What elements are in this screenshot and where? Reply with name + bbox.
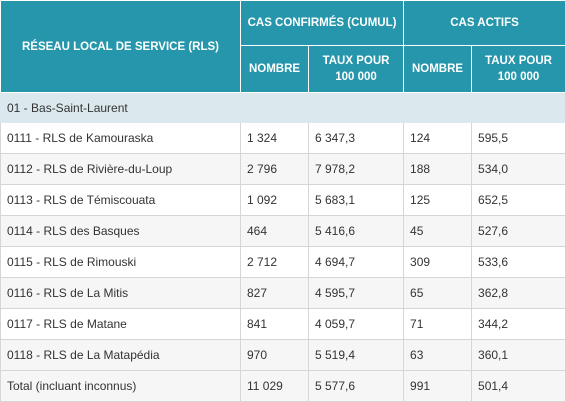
rls-name: 0112 - RLS de Rivière-du-Loup — [1, 154, 241, 185]
confirmed-number: 2 796 — [241, 154, 309, 185]
header-confirmed-group: CAS CONFIRMÉS (CUMUL) — [241, 1, 404, 46]
active-rate: 344,2 — [472, 309, 565, 340]
table-row: 0116 - RLS de La Mitis 827 4 595,7 65 36… — [1, 278, 565, 309]
rls-name: 0118 - RLS de La Matapédia — [1, 340, 241, 371]
region-label: 01 - Bas-Saint-Laurent — [1, 93, 565, 123]
table-body: 01 - Bas-Saint-Laurent 0111 - RLS de Kam… — [1, 93, 565, 402]
table-row: 0117 - RLS de Matane 841 4 059,7 71 344,… — [1, 309, 565, 340]
confirmed-rate: 6 347,3 — [309, 123, 404, 154]
rls-name: 0113 - RLS de Témiscouata — [1, 185, 241, 216]
confirmed-rate: 7 978,2 — [309, 154, 404, 185]
rls-name: 0111 - RLS de Kamouraska — [1, 123, 241, 154]
confirmed-number: 970 — [241, 340, 309, 371]
active-rate: 595,5 — [472, 123, 565, 154]
confirmed-number: 827 — [241, 278, 309, 309]
total-confirmed-number: 11 029 — [241, 371, 309, 402]
active-number: 309 — [404, 247, 472, 278]
confirmed-number: 1 324 — [241, 123, 309, 154]
active-rate: 362,8 — [472, 278, 565, 309]
active-number: 63 — [404, 340, 472, 371]
active-rate: 360,1 — [472, 340, 565, 371]
active-rate: 652,5 — [472, 185, 565, 216]
active-rate: 534,0 — [472, 154, 565, 185]
total-label: Total (incluant inconnus) — [1, 371, 241, 402]
region-row: 01 - Bas-Saint-Laurent — [1, 93, 565, 123]
confirmed-rate: 5 416,6 — [309, 216, 404, 247]
header-confirmed-number: NOMBRE — [241, 46, 309, 93]
confirmed-number: 841 — [241, 309, 309, 340]
active-number: 188 — [404, 154, 472, 185]
rls-name: 0116 - RLS de La Mitis — [1, 278, 241, 309]
active-number: 124 — [404, 123, 472, 154]
table-row: 0111 - RLS de Kamouraska 1 324 6 347,3 1… — [1, 123, 565, 154]
active-rate: 533,6 — [472, 247, 565, 278]
active-number: 125 — [404, 185, 472, 216]
confirmed-rate: 5 519,4 — [309, 340, 404, 371]
header-active-rate: TAUX POUR 100 000 — [472, 46, 565, 93]
table-header: RÉSEAU LOCAL DE SERVICE (RLS) CAS CONFIR… — [1, 1, 565, 93]
header-confirmed-rate: TAUX POUR 100 000 — [309, 46, 404, 93]
active-number: 71 — [404, 309, 472, 340]
confirmed-rate: 4 694,7 — [309, 247, 404, 278]
table-row: 0113 - RLS de Témiscouata 1 092 5 683,1 … — [1, 185, 565, 216]
confirmed-number: 2 712 — [241, 247, 309, 278]
active-number: 65 — [404, 278, 472, 309]
table-row: 0112 - RLS de Rivière-du-Loup 2 796 7 97… — [1, 154, 565, 185]
total-active-number: 991 — [404, 371, 472, 402]
confirmed-number: 1 092 — [241, 185, 309, 216]
rls-name: 0114 - RLS des Basques — [1, 216, 241, 247]
active-rate: 527,6 — [472, 216, 565, 247]
confirmed-number: 464 — [241, 216, 309, 247]
active-number: 45 — [404, 216, 472, 247]
table-row: 0114 - RLS des Basques 464 5 416,6 45 52… — [1, 216, 565, 247]
total-confirmed-rate: 5 577,6 — [309, 371, 404, 402]
header-active-number: NOMBRE — [404, 46, 472, 93]
confirmed-rate: 5 683,1 — [309, 185, 404, 216]
confirmed-rate: 4 595,7 — [309, 278, 404, 309]
confirmed-rate: 4 059,7 — [309, 309, 404, 340]
table-row: 0115 - RLS de Rimouski 2 712 4 694,7 309… — [1, 247, 565, 278]
total-row: Total (incluant inconnus) 11 029 5 577,6… — [1, 371, 565, 402]
total-active-rate: 501,4 — [472, 371, 565, 402]
header-rls: RÉSEAU LOCAL DE SERVICE (RLS) — [1, 1, 241, 93]
rls-name: 0117 - RLS de Matane — [1, 309, 241, 340]
rls-name: 0115 - RLS de Rimouski — [1, 247, 241, 278]
table-row: 0118 - RLS de La Matapédia 970 5 519,4 6… — [1, 340, 565, 371]
header-active-group: CAS ACTIFS — [404, 1, 565, 46]
